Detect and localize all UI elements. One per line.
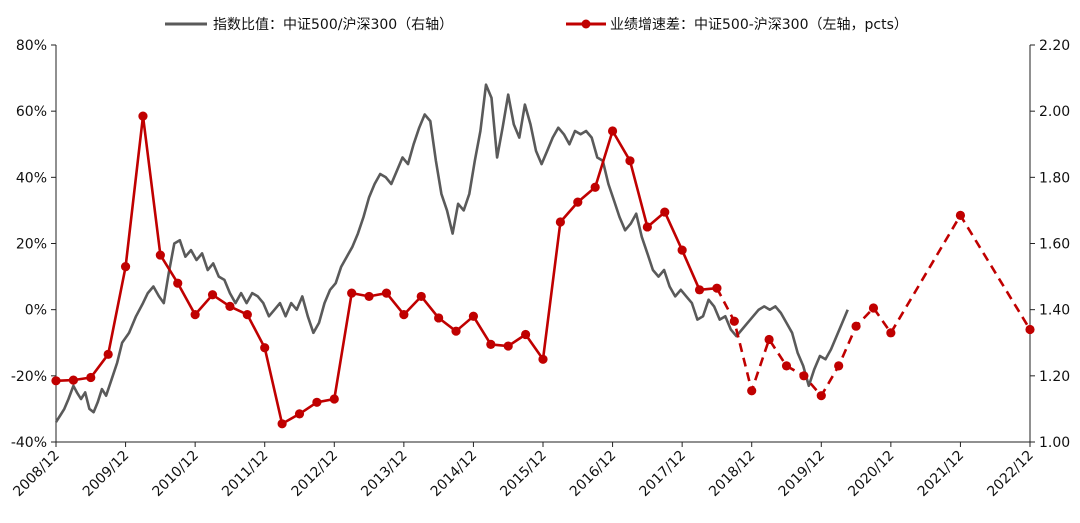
growth-point (834, 361, 844, 371)
growth-point (416, 291, 426, 302)
legend-ratio-label: 指数比值：中证500/沪深300（右轴） (213, 17, 453, 33)
ratio-series-group (54, 83, 849, 423)
growth-point (381, 288, 392, 298)
growth-point (781, 361, 792, 371)
growth-point (364, 291, 374, 302)
growth-point (242, 310, 252, 320)
growth-point (103, 349, 113, 359)
growth-point (712, 283, 722, 293)
growth-point (329, 394, 339, 404)
x-tick-label: 2014/12 (428, 448, 480, 500)
legend: 指数比值：中证500/沪深300（右轴） 业绩增速差：中证500-沪深300（左… (165, 17, 908, 33)
growth-point (607, 126, 618, 136)
x-tick-label: 2022/12 (984, 448, 1036, 500)
growth-point (660, 207, 670, 217)
growth-point (347, 288, 357, 298)
right-tick-label: 1.20 (1039, 369, 1070, 385)
growth-point (955, 210, 966, 220)
x-tick-label: 2008/12 (10, 448, 62, 500)
right-tick-label: 1.80 (1039, 170, 1070, 186)
right-tick-label: 2.20 (1039, 38, 1070, 54)
growth-point (225, 301, 235, 311)
x-tick-label: 2010/12 (150, 448, 202, 500)
ratio-line (54, 83, 849, 423)
growth-point (468, 311, 479, 321)
right-tick-label: 2.00 (1039, 104, 1070, 120)
growth-point (190, 310, 200, 320)
growth-point (68, 375, 78, 385)
left-tick-label: -20% (11, 369, 47, 385)
legend-growth-marker (581, 19, 591, 29)
growth-point (886, 328, 896, 338)
growth-point (851, 321, 861, 331)
right-tick-label: 1.00 (1039, 435, 1070, 451)
growth-point (260, 343, 270, 353)
growth-point (277, 419, 287, 429)
x-tick-label: 2016/12 (567, 448, 619, 500)
left-tick-label: 60% (16, 104, 47, 120)
growth-point (590, 182, 600, 192)
growth-point (312, 397, 322, 407)
growth-point (486, 339, 496, 350)
x-tick-label: 2019/12 (776, 448, 828, 500)
growth-point (729, 316, 739, 326)
left-tick-label: 80% (16, 38, 47, 54)
growth-point (86, 372, 96, 383)
left-tick-label: 0% (25, 303, 47, 319)
growth-point (573, 197, 583, 207)
left-tick-label: 20% (16, 237, 47, 253)
x-tick-label: 2020/12 (845, 448, 897, 500)
right-tick-label: 1.60 (1039, 237, 1070, 253)
growth-point (538, 354, 548, 364)
x-tick-label: 2018/12 (706, 448, 758, 500)
growth-line-solid (55, 114, 718, 426)
growth-point (207, 290, 218, 300)
growth-point (51, 376, 61, 386)
growth-point (155, 250, 165, 260)
growth-point (625, 156, 635, 166)
growth-point (173, 278, 183, 288)
growth-point (451, 326, 461, 336)
growth-point (868, 303, 879, 313)
growth-point (434, 313, 444, 323)
right-tick-label: 1.40 (1039, 303, 1070, 319)
growth-point (294, 409, 305, 419)
x-tick-label: 2013/12 (358, 448, 410, 500)
x-tick-label: 2011/12 (219, 448, 271, 500)
x-tick-label: 2009/12 (80, 448, 132, 500)
x-tick-label: 2012/12 (289, 448, 341, 500)
x-tick-label: 2021/12 (915, 448, 967, 500)
growth-point (816, 391, 826, 401)
growth-point (138, 111, 148, 121)
growth-point (677, 245, 687, 255)
left-tick-label: -40% (11, 435, 47, 451)
growth-series-group (51, 111, 1035, 429)
growth-point (764, 334, 774, 345)
x-tick-label: 2015/12 (497, 448, 549, 500)
growth-point (555, 217, 565, 227)
legend-growth-label: 业绩增速差：中证500-沪深300（左轴，pcts） (610, 17, 908, 33)
left-tick-label: 40% (16, 170, 47, 186)
growth-point (642, 222, 652, 232)
growth-point (799, 371, 809, 381)
growth-point (1025, 324, 1035, 335)
growth-point (694, 285, 705, 295)
growth-point (747, 386, 757, 396)
growth-point (399, 310, 409, 320)
growth-point (503, 341, 513, 351)
growth-point (120, 262, 131, 272)
growth-point (521, 329, 531, 340)
x-tick-label: 2017/12 (637, 448, 689, 500)
